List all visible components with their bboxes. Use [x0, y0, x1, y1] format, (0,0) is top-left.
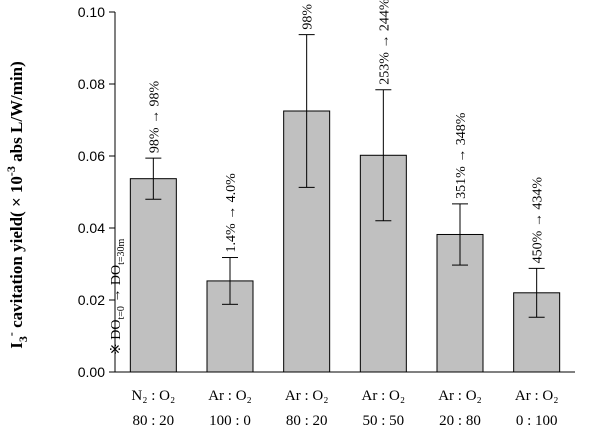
y-ticks: 0.00 0.02 0.04 0.06 0.08 0.10 [78, 4, 115, 380]
category-gas-label: Ar : O₂ [208, 388, 252, 404]
bar-annotation: 1.4% → 4.0% [224, 173, 239, 253]
category-ratio-label: 80 : 20 [132, 413, 174, 429]
category-gas-label: Ar : O₂ [438, 388, 482, 404]
category-gas-label: N₂ : O₂ [131, 388, 175, 404]
y-tick-label: 0.08 [78, 76, 105, 92]
error-bars-layer [145, 34, 545, 318]
y-tick-label: 0.02 [78, 292, 105, 308]
bars-layer [129, 110, 561, 373]
bar-annotation: 450% → 434% [531, 177, 546, 264]
y-tick-label: 0.10 [78, 4, 105, 20]
bar-annotation: 98% → 98% [147, 80, 162, 153]
y-tick-label: 0.04 [78, 220, 105, 236]
category-gas-label: Ar : O₂ [362, 388, 406, 404]
y-tick-label: 0.06 [78, 148, 105, 164]
category-ratio-label: 50 : 50 [362, 413, 404, 429]
bar-annotation: 253% → 244% [377, 0, 392, 85]
bar-annotation: 351% → 348% [454, 112, 469, 199]
bar [129, 178, 177, 373]
y-axis-label: I3- cavitation yield( × 10-3 abs L/W/min… [4, 61, 30, 349]
category-gas-label: Ar : O₂ [515, 388, 559, 404]
category-ratio-label: 100 : 0 [209, 413, 251, 429]
annotations-layer: 98% → 98% 1.4% → 4.0% 98% → 98% 253% → 244%… [147, 0, 545, 263]
category-labels: N₂ : O₂ 80 : 20 Ar : O₂ 100 : 0 Ar : O₂ 80 : … [131, 388, 558, 429]
category-ratio-label: 20 : 80 [439, 413, 481, 429]
y-tick-label: 0.00 [78, 364, 105, 380]
category-ratio-label: 80 : 20 [286, 413, 328, 429]
do-note: ※ DOt=0 → DOt=30m [109, 238, 127, 355]
category-gas-label: Ar : O₂ [285, 388, 329, 404]
category-ratio-label: 0 : 100 [516, 413, 558, 429]
bar-annotation: 98% → 98% [301, 0, 316, 30]
